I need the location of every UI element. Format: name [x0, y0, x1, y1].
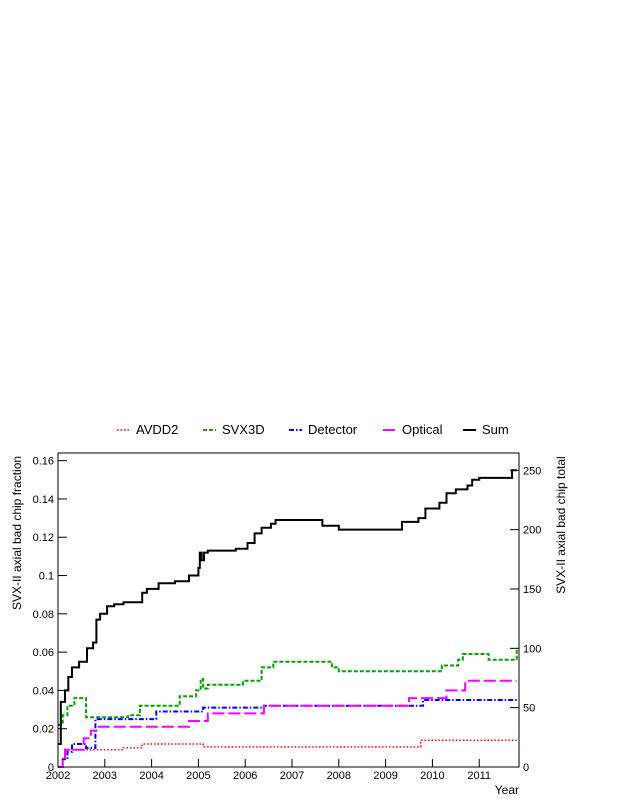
y-right-tick-label: 200: [523, 525, 541, 537]
y-tick-label: 0.1: [39, 571, 54, 583]
x-tick-label: 2002: [46, 770, 70, 782]
y-right-tick-label: 0: [523, 762, 529, 774]
series-layer: [58, 469, 518, 768]
series-line-avdd2: [58, 739, 517, 768]
y-right-tick-label: 100: [523, 643, 541, 655]
legend-label-detector: Detector: [308, 422, 358, 437]
y-tick-label: 0.14: [33, 494, 54, 506]
y-axis-right-title: SVX-II axial bad chip total: [554, 456, 568, 593]
y-tick-label: 0.16: [33, 456, 54, 468]
x-axis-title: Year: [495, 783, 519, 797]
y-right-tick-label: 250: [523, 465, 541, 477]
y-tick-label: 0.04: [33, 685, 54, 697]
x-tick-label: 2009: [373, 770, 397, 782]
x-tick-label: 2003: [93, 770, 117, 782]
x-tick-label: 2007: [280, 770, 304, 782]
legend-label-avdd2: AVDD2: [136, 422, 178, 437]
plot-frame: [57, 452, 520, 768]
series-line-sum: [58, 469, 517, 745]
x-tick-label: 2008: [327, 770, 351, 782]
y-tick-label: 0.08: [33, 609, 54, 621]
y-tick-label: 0.12: [33, 532, 54, 544]
y-right-tick-label: 150: [523, 584, 541, 596]
series-line-optical: [58, 679, 517, 768]
y-tick-label: 0: [48, 762, 54, 774]
series-line-detector: [58, 698, 518, 768]
legend-label-svx3d: SVX3D: [222, 422, 265, 437]
legend-label-optical: Optical: [402, 422, 443, 437]
x-tick-label: 2006: [233, 770, 257, 782]
series-line-svx3d: [58, 648, 518, 726]
legend-label-sum: Sum: [482, 422, 509, 437]
x-tick-label: 2011: [467, 770, 491, 782]
ticks-layer: 2002 2003 2004 2005 2006 2007 2008 2009 2010 2011…: [33, 456, 542, 782]
y-axis-title: SVX-II axial bad chip fraction: [10, 456, 24, 610]
y-right-tick-label: 50: [523, 703, 535, 715]
y-tick-label: 0.06: [33, 647, 54, 659]
x-tick-label: 2005: [186, 770, 210, 782]
y-tick-label: 0.02: [33, 724, 54, 736]
x-tick-label: 2004: [139, 770, 163, 782]
x-tick-label: 2010: [420, 770, 444, 782]
legend: AVDD2 SVX3D Detector Optical Sum: [117, 422, 509, 437]
